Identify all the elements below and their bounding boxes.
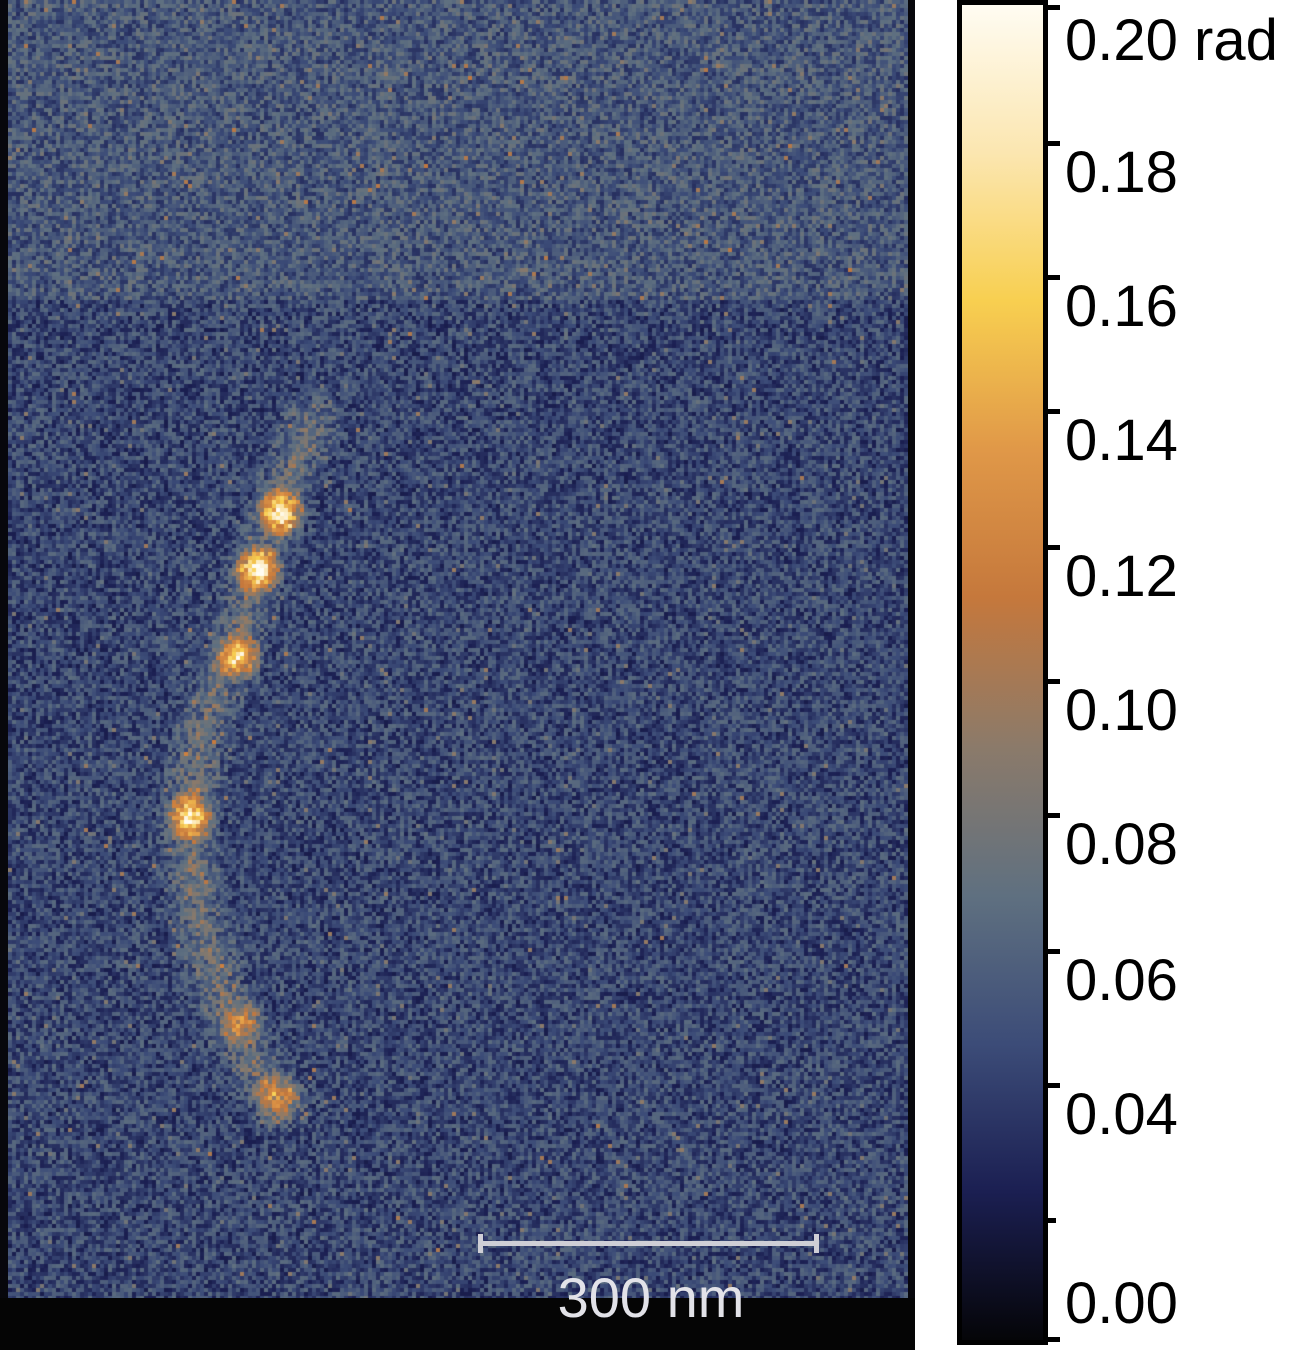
colorbar-tick-label: 0.14 bbox=[1065, 408, 1178, 473]
phase-map-canvas bbox=[8, 0, 908, 1298]
colorbar-tick bbox=[1048, 949, 1060, 954]
scale-bar-right-cap bbox=[814, 1234, 819, 1253]
colorbar-tick bbox=[1048, 813, 1060, 818]
scale-bar-line bbox=[481, 1241, 817, 1246]
colorbar-tick-label: 0.18 bbox=[1065, 140, 1178, 205]
scale-bar-label: 300 nm bbox=[557, 1266, 745, 1329]
colorbar-tick bbox=[1048, 1083, 1060, 1088]
colorbar-tick bbox=[1048, 409, 1060, 414]
colorbar-tick-label: 0.04 bbox=[1065, 1082, 1178, 1147]
scale-bar-left-cap bbox=[478, 1234, 483, 1253]
colorbar-tick bbox=[1048, 679, 1060, 684]
colorbar-tick-label: 0.06 bbox=[1065, 948, 1178, 1013]
colorbar-tick-label: 0.08 bbox=[1065, 812, 1178, 877]
image-bottom-border bbox=[0, 1298, 915, 1350]
colorbar-tick-label: 0.00 bbox=[1065, 1271, 1178, 1336]
phase-map-image bbox=[0, 0, 915, 1350]
colorbar-tick bbox=[1048, 1337, 1060, 1342]
colorbar-tick bbox=[1048, 545, 1060, 550]
colorbar-tick-label: 0.16 bbox=[1065, 274, 1178, 339]
colorbar-tick-label: 0.10 bbox=[1065, 678, 1178, 743]
colorbar-tick bbox=[1048, 141, 1060, 146]
colorbar bbox=[957, 0, 1048, 1345]
colorbar-tick-label: 0.20 rad bbox=[1065, 8, 1278, 73]
colorbar-tick bbox=[1048, 275, 1060, 280]
colorbar-tick bbox=[1048, 1218, 1056, 1223]
colorbar-tick bbox=[1048, 5, 1060, 10]
colorbar-tick-label: 0.12 bbox=[1065, 544, 1178, 609]
